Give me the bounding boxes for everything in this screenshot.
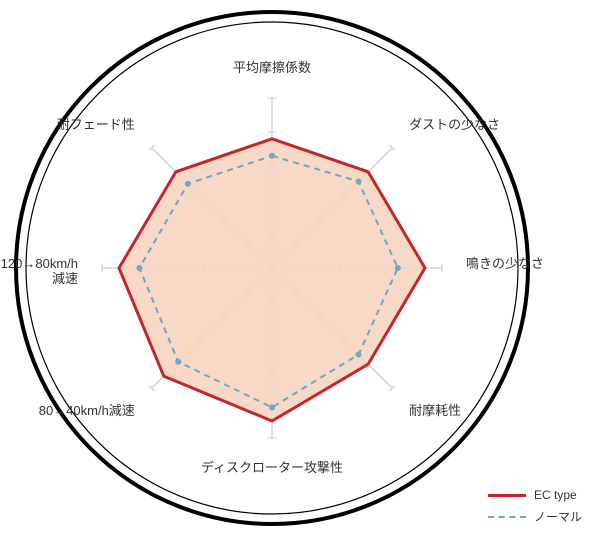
legend-swatch-normal: [488, 516, 526, 518]
svg-text:鳴きの少なさ: 鳴きの少なさ: [466, 256, 544, 271]
svg-text:ダストの少なさ: ダストの少なさ: [409, 117, 500, 132]
radar-chart: 平均摩擦係数ダストの少なさ鳴きの少なさ耐摩耗性ディスクローター攻撃性 80→40k…: [0, 0, 600, 543]
svg-text:平均摩擦係数: 平均摩擦係数: [233, 60, 311, 75]
legend-item-ec: EC type: [488, 488, 582, 502]
legend: EC type ノーマル: [488, 482, 582, 525]
svg-text:ディスクローター攻撃性: ディスクローター攻撃性: [201, 460, 343, 475]
svg-text:耐フェード性: 耐フェード性: [57, 117, 135, 132]
legend-swatch-ec: [488, 494, 526, 497]
legend-item-normal: ノーマル: [488, 508, 582, 525]
radar-chart-container: 平均摩擦係数ダストの少なさ鳴きの少なさ耐摩耗性ディスクローター攻撃性 80→40k…: [0, 0, 600, 543]
legend-label-normal: ノーマル: [534, 508, 582, 525]
svg-text:耐摩耗性: 耐摩耗性: [409, 403, 461, 418]
svg-text:80→40km/h減速: 80→40km/h減速: [39, 403, 135, 418]
legend-label-ec: EC type: [534, 488, 577, 502]
